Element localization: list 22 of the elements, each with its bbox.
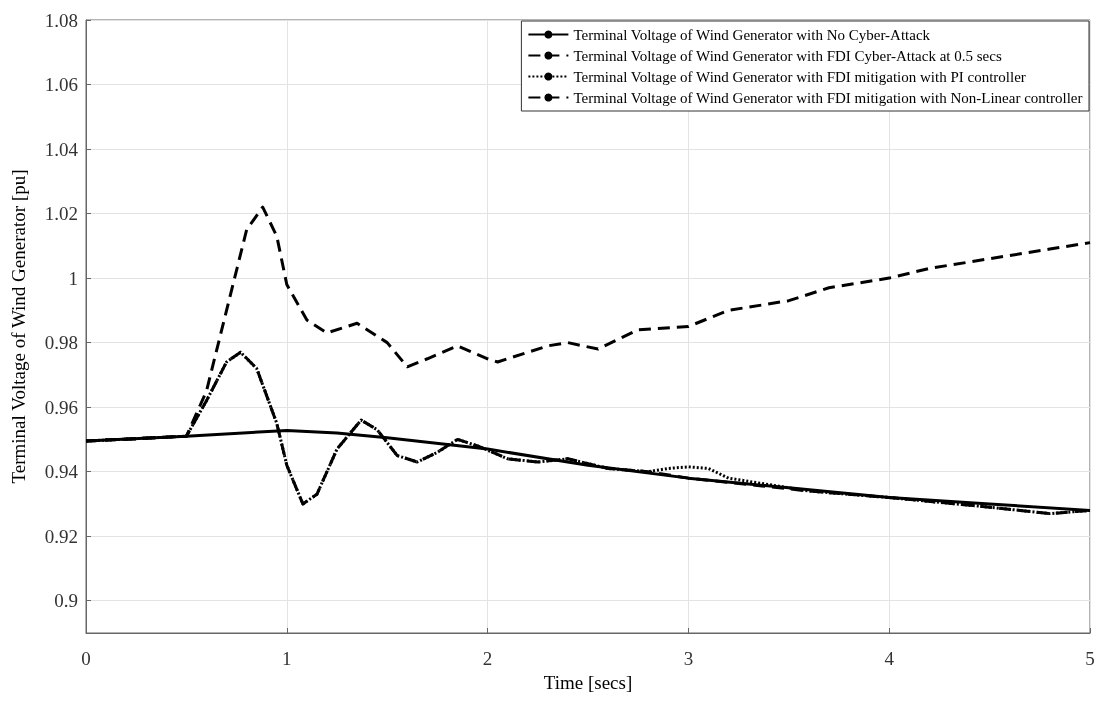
legend-label: Terminal Voltage of Wind Generator with FDI mitigation with Non-Linear controller [573,89,1083,106]
x-tick-label: 4 [884,648,895,669]
legend-label: Terminal Voltage of Wind Generator with No Cyber-Attack [573,26,931,43]
y-tick-label: 0.94 [44,461,79,483]
y-tick-label: 1 [68,267,78,289]
y-tick-label: 1.02 [44,203,78,225]
y-tick-label: 0.92 [44,525,78,547]
legend-label: Terminal Voltage of Wind Generator with FDI mitigation with PI controller [573,68,1026,85]
legend-label: Terminal Voltage of Wind Generator with FDI Cyber-Attack at 0.5 secs [573,47,1002,64]
x-tick-label: 5 [1085,648,1095,669]
y-tick-label: 0.9 [54,590,78,612]
y-tick-label: 1.06 [44,74,78,96]
x-tick-label: 3 [683,648,694,669]
y-tick-label: 0.98 [44,332,78,354]
x-tick-label: 0 [81,648,91,669]
x-tick-label: 2 [482,648,493,669]
x-axis-title: Time [secs] [543,671,633,693]
y-tick-label: 1.08 [44,9,78,31]
y-axis-title: Terminal Voltage of Wind Generator [pu] [8,169,29,484]
y-tick-label: 1.04 [44,138,79,160]
x-tick-label: 1 [282,648,292,669]
y-tick-label: 0.96 [44,396,78,418]
